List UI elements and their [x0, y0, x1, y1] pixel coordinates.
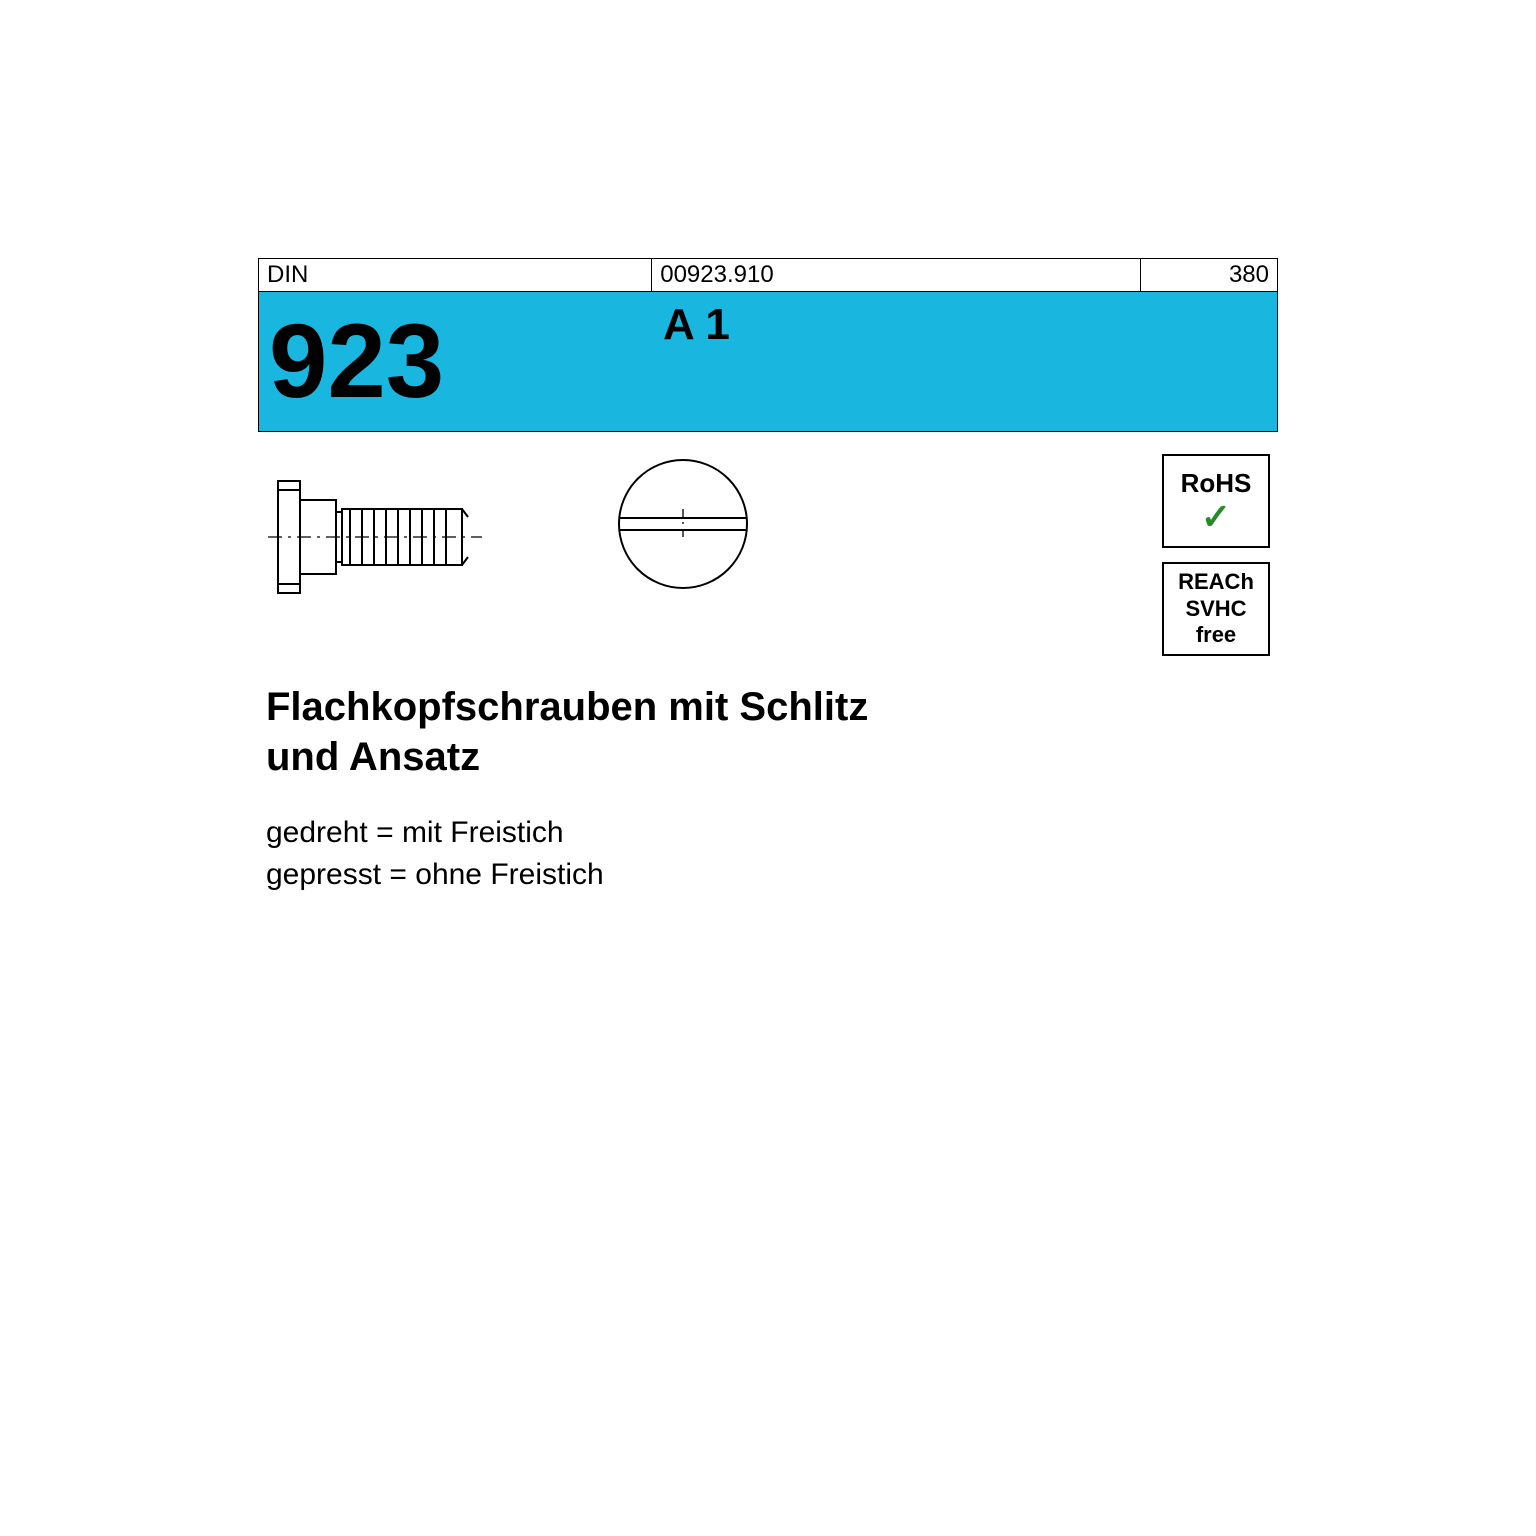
reach-line2: SVHC: [1185, 596, 1246, 622]
reach-line1: REACh: [1178, 569, 1254, 595]
reach-badge: REACh SVHC free: [1162, 562, 1270, 656]
header-row: DIN 00923.910 380: [258, 258, 1278, 292]
check-icon: ✓: [1201, 499, 1231, 535]
title-line-1: Flachkopfschrauben mit Schlitz: [266, 685, 868, 729]
material-grade: A 1: [653, 292, 1277, 431]
description-area: Flachkopfschrauben mit Schlitz und Ansat…: [258, 622, 1278, 896]
diagram-area: RoHS ✓ REACh SVHC free: [258, 432, 1278, 622]
product-title: Flachkopfschrauben mit Schlitz und Ansat…: [266, 682, 1268, 782]
note-line-1: gedreht = mit Freistich: [266, 812, 1268, 854]
note-line-2: gepresst = ohne Freistich: [266, 854, 1268, 896]
din-number: 923: [259, 292, 653, 431]
screw-top-view-icon: [603, 444, 763, 604]
rohs-label: RoHS: [1181, 468, 1252, 499]
rohs-badge: RoHS ✓: [1162, 454, 1270, 548]
screw-side-view-icon: [268, 462, 568, 612]
standard-label: DIN: [259, 259, 652, 291]
page-number: 380: [1141, 259, 1277, 291]
title-line-2: und Ansatz: [266, 735, 480, 779]
reach-line3: free: [1196, 622, 1236, 648]
title-row: 923 A 1: [258, 292, 1278, 432]
product-code: 00923.910: [652, 259, 1141, 291]
